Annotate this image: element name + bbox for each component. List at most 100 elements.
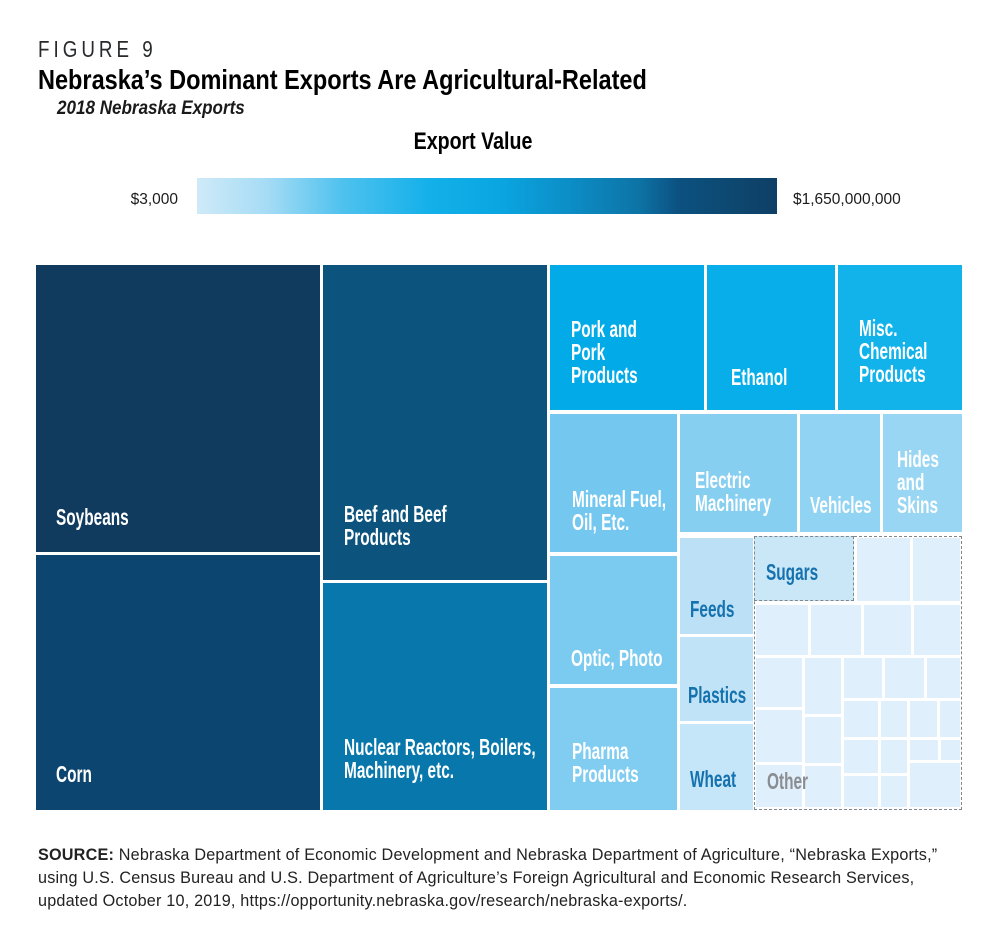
legend-title: Export Value (413, 128, 533, 155)
treemap-cell-hides-skins: Hides and Skins (882, 413, 962, 532)
treemap-cell-label-line: Hides (896, 446, 939, 472)
treemap-cell-label-line: Products (571, 362, 638, 388)
treemap-cell-label-line: Vehicles (810, 492, 872, 518)
figure-label: FIGURE 9 (38, 36, 157, 62)
source-note: SOURCE: Nebraska Department of Economic … (38, 844, 978, 913)
treemap-cell-optic-photo: Optic, Photo (549, 555, 677, 684)
treemap-other-subcell (756, 604, 808, 655)
treemap-cell-label-line: Products (343, 523, 411, 550)
treemap-other-subcell (912, 538, 960, 601)
treemap-cell-misc-chemical: Misc. Chemical Products (838, 265, 962, 410)
treemap-group-other: Other (753, 535, 962, 810)
treemap-cell-label-line: Machinery (695, 489, 772, 516)
treemap-cell-label-line: and (896, 469, 924, 495)
treemap-other-subcell (927, 658, 960, 698)
treemap-cell-label-line: Products (859, 360, 926, 387)
treemap-cell-label-line: Machinery, etc. (343, 757, 454, 783)
treemap-cell-label-pork: Pork and Pork Products (571, 316, 638, 388)
treemap-cell-label-line: Plastics (687, 681, 746, 708)
treemap-cell-label-line: Products (571, 761, 639, 787)
treemap-cell-label-line: Feeds (689, 595, 734, 622)
treemap-cell-pork: Pork and Pork Products (549, 265, 704, 410)
treemap-cell-label-sugars: Sugars (766, 559, 819, 585)
treemap-cell-label-misc-chemical: Misc. Chemical Products (859, 316, 928, 387)
figure-subtitle: 2018 Nebraska Exports (57, 97, 245, 119)
treemap-cell-vehicles: Vehicles (800, 413, 880, 532)
treemap-other-subcell (843, 658, 882, 698)
treemap-cell-wheat: Wheat (679, 724, 753, 810)
treemap-cell-label-corn: Corn (56, 761, 92, 787)
treemap-other-subcell (914, 604, 960, 655)
treemap-cell-label-ethanol: Ethanol (731, 365, 787, 389)
treemap-other-subcell (804, 658, 841, 714)
source-line: using U.S. Census Bureau and U.S. Depart… (38, 869, 915, 887)
treemap-cell-label-electric-machinery: Electric Machinery (695, 466, 772, 516)
treemap-other-subcell (857, 538, 910, 601)
treemap-cell-label-line: Soybeans (56, 503, 129, 530)
treemap-cell-plastics: Plastics (679, 636, 753, 721)
treemap-cell-label-hides-skins: Hides and Skins (896, 446, 939, 518)
treemap-cell-ethanol: Ethanol (706, 265, 835, 410)
treemap-other-subcell (843, 701, 878, 737)
treemap-other-subcell (804, 766, 841, 807)
treemap-cell-label-line: Corn (56, 761, 92, 787)
treemap-cell-corn: Corn (36, 554, 320, 810)
treemap-cell-label-line: Beef and Beef (343, 500, 447, 527)
treemap-cell-label-nuclear: Nuclear Reactors, Boilers, Machinery, etc… (343, 734, 536, 783)
treemap-other-subcell (884, 658, 924, 698)
treemap-other-subcell (843, 740, 878, 773)
treemap-cell-label-soybeans: Soybeans (56, 503, 129, 530)
treemap-cell-label-feeds: Feeds (689, 595, 734, 622)
treemap-cell-beef: Beef and Beef Products (322, 265, 547, 580)
treemap-other-subcell (843, 775, 878, 807)
treemap-other-subcell (940, 740, 960, 760)
treemap-cell-label-other: Other (767, 768, 809, 794)
treemap-other-subcell (756, 658, 802, 707)
treemap-other-subcell (756, 710, 802, 762)
treemap-cell-label-line: Oil, Etc. (571, 508, 629, 535)
source-line: updated October 10, 2019, https://opport… (38, 892, 688, 910)
treemap-other-subcell (756, 765, 802, 807)
source-line: Nebraska Department of Economic Developm… (114, 846, 938, 864)
treemap-other-subcell (804, 717, 841, 763)
treemap-other-subcell (881, 740, 907, 773)
figure-title: Nebraska’s Dominant Exports Are Agricult… (38, 64, 647, 95)
treemap-cell-label-beef: Beef and Beef Products (343, 500, 447, 550)
treemap-cell-label-line: Chemical (859, 337, 928, 364)
treemap-other-subcell (810, 604, 861, 655)
treemap-cell-label-line: Wheat (689, 766, 736, 792)
legend-max-label: $1,650,000,000 (793, 191, 901, 208)
treemap-cell-label-line: Other (767, 768, 809, 794)
treemap-cell-electric-machinery: Electric Machinery (679, 413, 797, 532)
treemap-cell-feeds: Feeds (679, 537, 753, 634)
treemap-cell-label-vehicles: Vehicles (810, 492, 872, 518)
treemap-cell-label-line: Pork (571, 339, 606, 365)
treemap-other-subcell (881, 701, 907, 737)
treemap-other-subcell (910, 740, 938, 760)
treemap-cell-mineral-fuel: Mineral Fuel, Oil, Etc. (549, 413, 677, 552)
treemap-cell-sugars: Sugars (753, 535, 854, 601)
legend-gradient-bar (196, 178, 777, 214)
treemap-cell-pharma: Pharma Products (549, 687, 677, 810)
treemap-other-subcell (939, 701, 960, 737)
treemap-cell-label-line: Optic, Photo (570, 645, 662, 671)
treemap-cell-label-line: Mineral Fuel, (571, 485, 666, 512)
treemap-cell-nuclear: Nuclear Reactors, Boilers, Machinery, etc… (322, 582, 547, 810)
treemap-other-subcell (881, 775, 907, 807)
treemap: Soybeans Corn Beef and Beef Products Nuclear… (36, 265, 962, 810)
treemap-other-subcell (910, 701, 937, 737)
treemap-cell-label-plastics: Plastics (687, 681, 746, 708)
legend-min-label: $3,000 (130, 191, 178, 208)
treemap-cell-label-wheat: Wheat (689, 766, 736, 792)
treemap-cell-label-optic-photo: Optic, Photo (570, 645, 662, 671)
treemap-cell-label-line: Nuclear Reactors, Boilers, (343, 734, 536, 760)
treemap-cell-label-line: Electric (695, 466, 751, 493)
treemap-cell-label-line: Sugars (766, 559, 819, 585)
treemap-cell-label-pharma: Pharma Products (571, 738, 639, 787)
source-prefix: SOURCE: (38, 846, 115, 864)
treemap-cell-label-line: Pork and (571, 316, 637, 342)
treemap-cell-soybeans: Soybeans (36, 265, 320, 552)
treemap-cell-label-line: Skins (896, 492, 938, 518)
treemap-cell-label-line: Pharma (571, 738, 628, 764)
